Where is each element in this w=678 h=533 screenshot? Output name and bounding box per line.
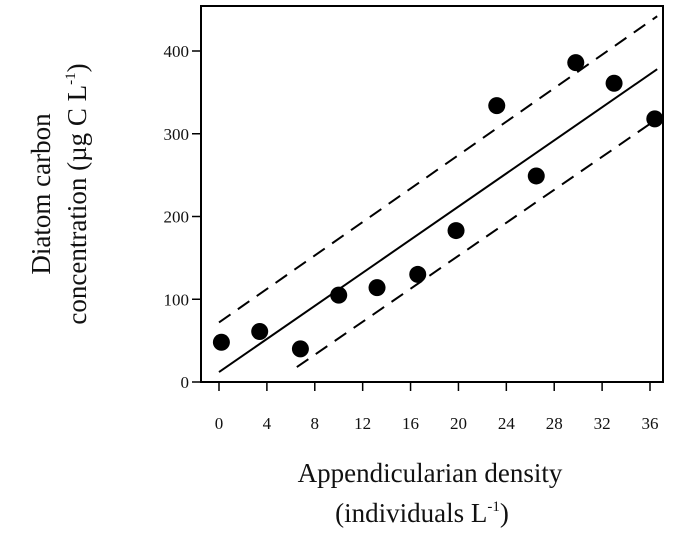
upper-confidence-line — [218, 15, 658, 324]
y-axis-title-line2-suffix: ) — [62, 63, 92, 72]
y-tick-label: 0 — [181, 373, 190, 392]
regression-line — [218, 68, 658, 373]
x-tick-label: 4 — [263, 414, 272, 433]
data-point — [251, 323, 269, 341]
regression-lines — [218, 15, 658, 373]
x-axis-title-line2-suffix: ) — [500, 498, 509, 528]
y-axis-title-line2-prefix: concentration (µg C L — [62, 85, 92, 325]
x-tick-label: 0 — [215, 414, 224, 433]
x-axis-title-line2: (individuals L-1) — [335, 498, 509, 528]
x-tick-label: 8 — [311, 414, 320, 433]
data-point — [488, 97, 506, 115]
plot-frame — [200, 5, 664, 383]
y-tick-label: 200 — [164, 208, 190, 227]
data-point — [605, 74, 623, 92]
y-axis-ticks: 0 100 200 300 400 — [164, 42, 201, 392]
x-tick-label: 24 — [498, 414, 516, 433]
y-axis-title-line2: concentration (µg C L-1) — [62, 63, 92, 324]
x-tick-label: 16 — [402, 414, 419, 433]
x-axis-title-line2-prefix: (individuals L — [335, 498, 487, 528]
x-axis-title-line1: Appendicularian density — [298, 458, 563, 488]
x-axis-ticks: 0 4 8 12 16 20 24 28 32 36 — [215, 382, 659, 433]
y-axis-title-line2-sup: -1 — [63, 72, 79, 85]
y-axis-title: Diatom carbon concentration (µg C L-1) — [26, 63, 92, 324]
lower-confidence-line — [296, 118, 658, 368]
data-point — [567, 54, 585, 72]
data-point — [646, 110, 664, 128]
data-point — [291, 340, 309, 358]
data-point — [527, 167, 545, 185]
x-axis-title-line2-sup: -1 — [487, 499, 500, 515]
data-point — [447, 222, 465, 240]
y-tick-label: 400 — [164, 42, 190, 61]
data-points — [212, 54, 664, 358]
data-point — [409, 265, 427, 283]
x-tick-label: 12 — [354, 414, 371, 433]
data-point — [368, 279, 386, 297]
y-axis-title-line1: Diatom carbon — [26, 113, 56, 275]
x-tick-label: 36 — [642, 414, 659, 433]
data-point — [212, 333, 230, 351]
x-tick-label: 32 — [594, 414, 611, 433]
y-tick-label: 100 — [164, 290, 190, 309]
data-point — [330, 286, 348, 304]
x-tick-label: 20 — [450, 414, 467, 433]
x-tick-label: 28 — [546, 414, 563, 433]
y-tick-label: 300 — [164, 125, 190, 144]
